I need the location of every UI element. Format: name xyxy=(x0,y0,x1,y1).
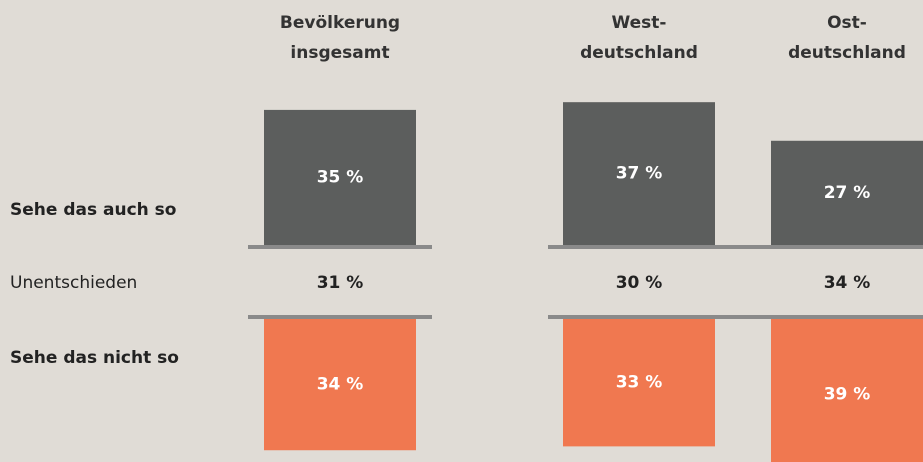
bar xyxy=(771,319,923,462)
divider xyxy=(548,315,923,319)
value-label: 39 % xyxy=(824,384,871,404)
value-label: 31 % xyxy=(317,273,364,293)
value-label: 35 % xyxy=(317,167,364,187)
column-header: Bevölkerung insgesamt xyxy=(279,13,401,63)
bar xyxy=(264,109,416,246)
column-header: Ost- deutschland xyxy=(788,13,906,63)
value-label: 27 % xyxy=(824,183,871,203)
bar xyxy=(563,319,715,447)
value-label: 34 % xyxy=(824,273,871,293)
value-label: 37 % xyxy=(616,164,663,184)
value-label: 30 % xyxy=(616,273,663,293)
bar xyxy=(771,140,923,245)
row-label: Sehe das auch so xyxy=(10,200,176,220)
row-label: Unentschieden xyxy=(10,273,137,293)
divider xyxy=(548,245,923,249)
divider xyxy=(248,315,432,319)
value-label: 33 % xyxy=(616,373,663,393)
value-label: 34 % xyxy=(317,375,364,395)
divider xyxy=(248,245,432,249)
column-header: West- deutschland xyxy=(580,13,698,63)
bar xyxy=(264,319,416,451)
row-label: Sehe das nicht so xyxy=(10,348,179,368)
bar xyxy=(563,102,715,246)
